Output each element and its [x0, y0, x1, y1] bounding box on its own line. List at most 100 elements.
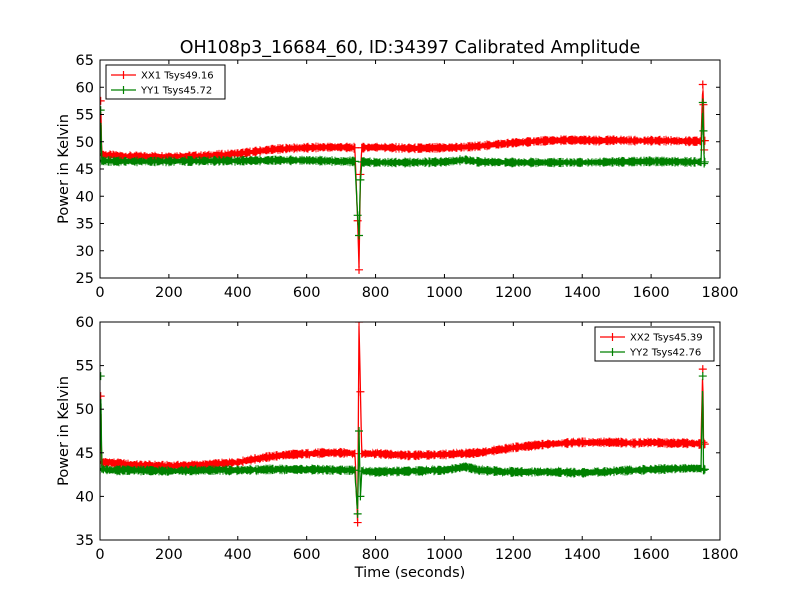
data-point — [100, 465, 108, 474]
legend: XX1 Tsys49.16 YY1 Tsys45.72 — [105, 64, 226, 100]
x-tick-label: 1200 — [495, 547, 532, 563]
data-point — [509, 443, 518, 452]
data-point — [647, 465, 656, 474]
legend: XX2 Tsys45.39 YY2 Tsys42.76 — [594, 326, 715, 362]
data-point — [681, 464, 690, 473]
data-point — [302, 449, 311, 458]
x-tick-label: 1400 — [564, 547, 601, 563]
data-point — [353, 211, 362, 220]
data-point — [440, 466, 449, 475]
data-point — [629, 439, 638, 448]
data-point — [406, 451, 414, 460]
data-point — [356, 387, 365, 396]
data-point — [233, 149, 242, 158]
data-point — [509, 158, 518, 167]
data-point — [612, 438, 621, 447]
data-point — [457, 143, 466, 152]
data-point — [100, 106, 105, 115]
data-point — [357, 143, 366, 152]
legend-entry: YY1 Tsys45.72 — [140, 86, 212, 97]
series-errorbars — [100, 107, 705, 238]
x-tick-label: 200 — [155, 285, 183, 301]
data-point — [350, 143, 359, 152]
data-point — [700, 465, 709, 474]
legend-box — [594, 326, 715, 362]
data-point — [100, 459, 104, 468]
data-point — [356, 175, 365, 184]
data-point — [578, 468, 587, 477]
data-point — [268, 452, 277, 461]
x-tick-label: 0 — [95, 285, 104, 301]
data-point — [130, 466, 139, 475]
y-tick-label: 55 — [76, 108, 94, 124]
chart-title: OH108p3_16684_60, ID:34397 Calibrated Am… — [180, 38, 641, 58]
data-point — [100, 157, 104, 166]
y-tick-label: 45 — [76, 162, 94, 178]
y-tick-label: 55 — [76, 359, 94, 375]
data-point — [337, 143, 346, 152]
y-tick-label: 30 — [76, 244, 94, 260]
x-tick-label: 200 — [155, 547, 183, 563]
series-xx1 — [100, 80, 709, 274]
y-tick-label: 40 — [76, 489, 94, 505]
x-tick-label: 1800 — [702, 547, 739, 563]
data-point — [700, 157, 709, 166]
data-point — [440, 450, 449, 459]
data-point — [492, 140, 501, 149]
data-point — [350, 466, 359, 475]
data-point — [251, 147, 259, 156]
y-tick-label: 60 — [76, 80, 94, 96]
data-point — [319, 143, 328, 152]
data-point — [509, 138, 518, 147]
data-point — [543, 136, 552, 145]
data-point — [561, 439, 569, 448]
x-tick-label: 1200 — [495, 285, 532, 301]
data-point — [100, 466, 104, 475]
series-trace — [100, 390, 706, 510]
data-point — [233, 156, 242, 165]
series-yy1 — [100, 98, 709, 240]
data-point — [100, 156, 108, 165]
data-point — [113, 466, 122, 475]
data-point — [268, 156, 277, 165]
data-point — [164, 467, 173, 476]
data-point — [113, 157, 122, 166]
data-point — [130, 157, 139, 166]
y-tick-label: 45 — [76, 446, 94, 462]
data-point — [357, 157, 366, 166]
data-point — [357, 467, 366, 476]
data-point — [474, 142, 483, 151]
data-point — [440, 157, 449, 166]
y-axis-label: Power in Kelvin — [56, 114, 72, 224]
data-point — [543, 440, 552, 449]
data-point — [664, 439, 673, 448]
x-axis-label: Time (seconds) — [354, 565, 466, 581]
data-point — [612, 136, 621, 145]
x-tick-label: 600 — [293, 547, 321, 563]
series-yy2 — [100, 372, 709, 518]
data-point — [612, 157, 621, 166]
axes-frame — [99, 321, 721, 541]
y-tick-label: 35 — [76, 217, 94, 233]
data-point — [543, 158, 552, 167]
data-point — [440, 143, 449, 152]
data-point — [681, 137, 690, 146]
data-point — [371, 143, 380, 152]
data-point — [698, 98, 707, 107]
data-point — [285, 144, 294, 153]
y-tick-label: 50 — [76, 402, 94, 418]
data-point — [700, 159, 709, 168]
data-point — [355, 427, 364, 435]
data-point — [337, 466, 346, 475]
data-point — [699, 466, 708, 475]
data-point — [302, 143, 311, 152]
data-point — [699, 126, 708, 135]
bottom-panel: 0 200 400 600 800 1000 1200 1400 1600 1800 35 40 45 5… — [56, 315, 738, 581]
data-point — [647, 136, 656, 145]
data-point — [474, 466, 483, 475]
data-point — [100, 458, 108, 467]
data-point — [233, 466, 242, 475]
data-point — [698, 80, 707, 89]
data-point — [302, 156, 311, 165]
